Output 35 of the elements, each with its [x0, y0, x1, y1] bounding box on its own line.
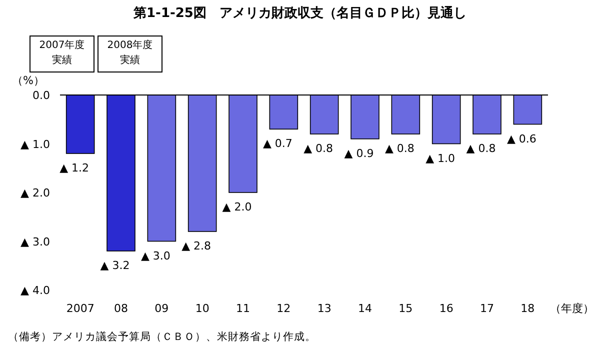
- x-tick-label: 18: [520, 302, 535, 315]
- data-label: ▲ 2.8: [182, 240, 212, 252]
- x-tick-label: 15: [398, 302, 413, 315]
- x-tick-label: 12: [276, 302, 291, 315]
- x-tick-label: 11: [236, 302, 250, 315]
- x-tick-label: 09: [154, 302, 169, 315]
- x-tick-label: 2007: [66, 302, 94, 315]
- data-label: ▲ 0.7: [262, 137, 292, 150]
- note-box: 2007年度実績: [30, 36, 94, 72]
- data-label: ▲ 0.8: [466, 142, 496, 155]
- y-tick-label: ▲ 3.0: [20, 235, 50, 248]
- y-tick-label: 0.0: [32, 89, 50, 102]
- data-label: ▲ 1.2: [60, 162, 90, 174]
- data-label: ▲ 3.2: [100, 259, 130, 272]
- x-tick-label: 17: [480, 302, 494, 315]
- data-label: ▲ 2.0: [222, 200, 252, 214]
- data-label: ▲ 0.8: [304, 142, 334, 155]
- chart-title: 第1-1-25図 アメリカ財政収支（名目ＧＤＰ比）見通し: [132, 5, 466, 21]
- x-tick-label: 08: [114, 302, 128, 315]
- x-axis-title: （年度）: [550, 302, 594, 315]
- note-box: 2008年度実績: [98, 36, 162, 72]
- data-label: ▲ 0.9: [344, 146, 374, 160]
- y-axis-title: （%）: [12, 74, 44, 87]
- data-label: ▲ 1.0: [426, 152, 456, 165]
- x-tick-label: 13: [317, 302, 332, 315]
- y-tick-label: ▲ 1.0: [20, 138, 50, 151]
- data-label: ▲ 0.6: [506, 132, 536, 146]
- y-tick-label: ▲ 4.0: [20, 284, 50, 297]
- y-tick-label: ▲ 2.0: [20, 186, 50, 200]
- data-label: ▲ 0.8: [384, 142, 414, 155]
- data-label: ▲ 3.0: [140, 249, 170, 262]
- x-tick-label: 16: [439, 302, 454, 315]
- x-tick-label: 14: [358, 302, 372, 315]
- text: （備考）アメリカ議会予算局（ＣＢＯ）、米財務省より作成。: [8, 330, 316, 343]
- x-tick-label: 10: [195, 302, 210, 315]
